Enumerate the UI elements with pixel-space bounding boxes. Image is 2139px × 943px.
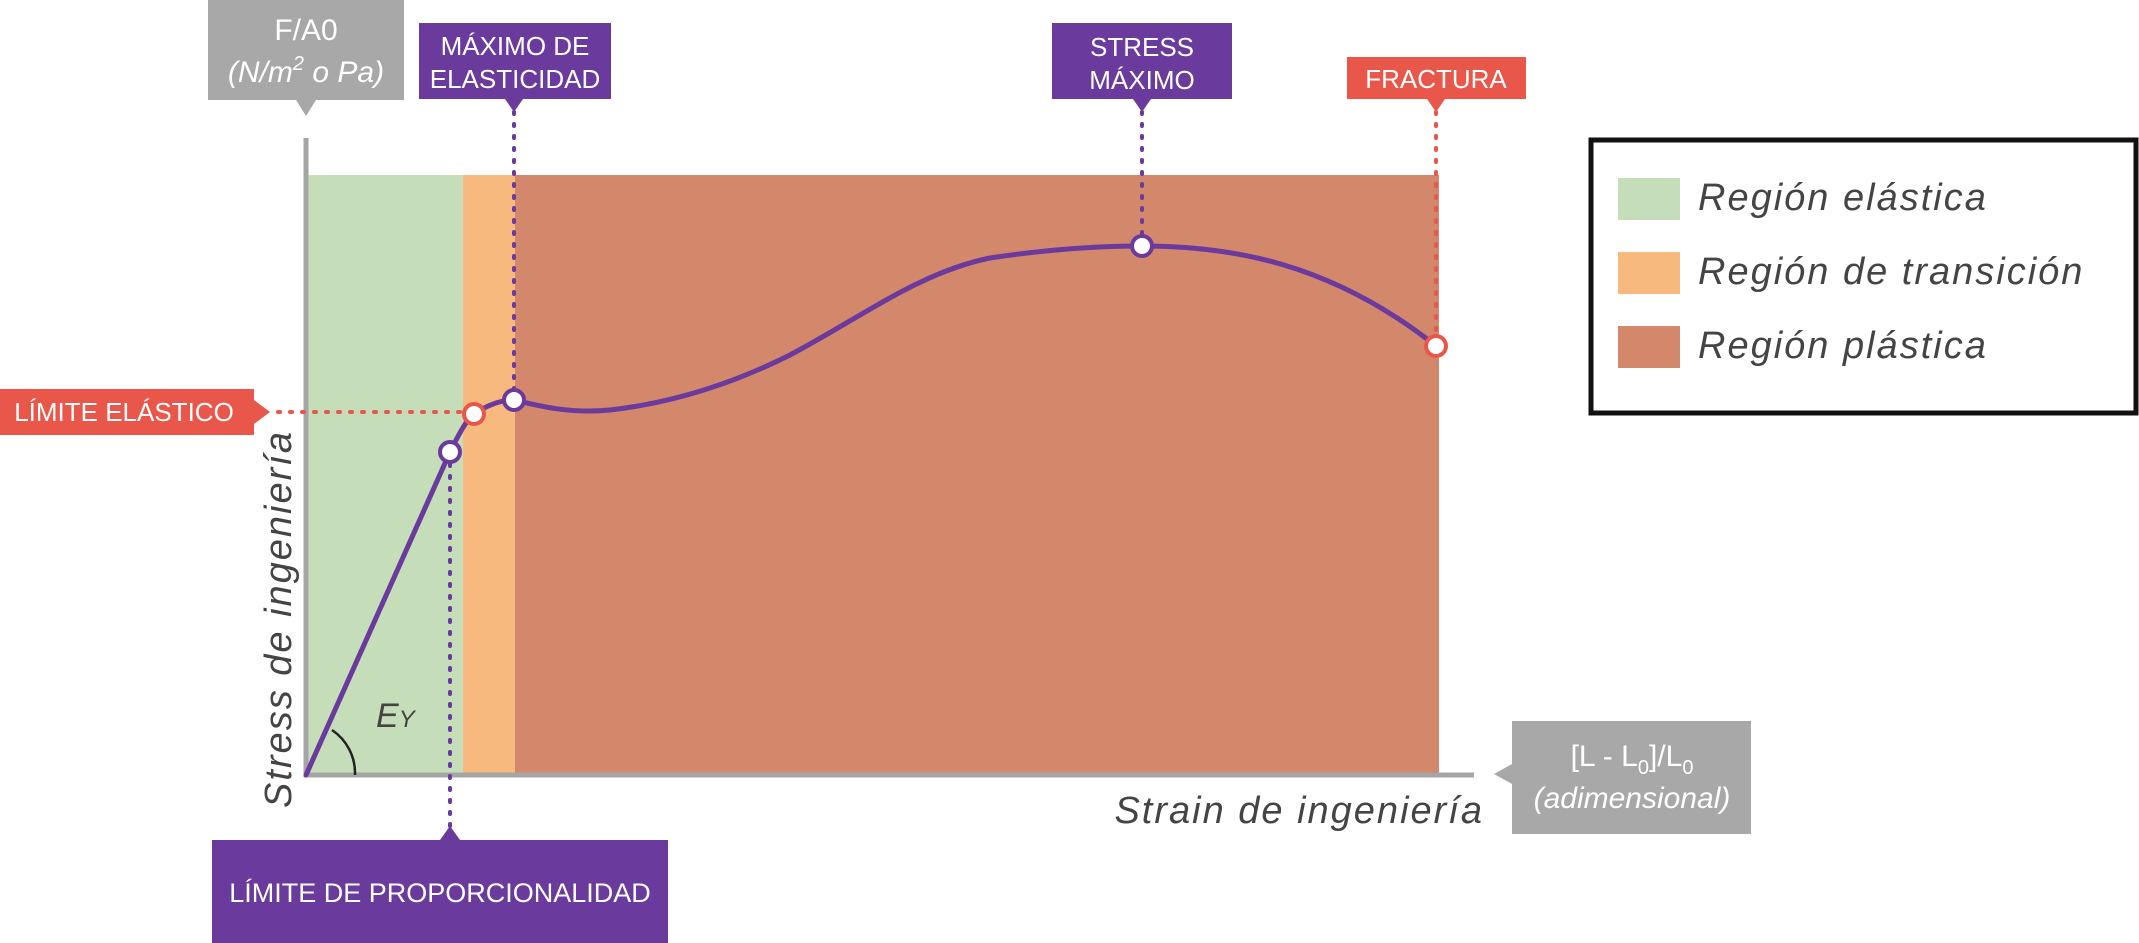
y-unit-line2: (N/m2 o Pa)	[228, 53, 384, 89]
elastic-limit-label: LÍMITE ELÁSTICO	[0, 389, 270, 435]
max-stress-point	[1130, 234, 1154, 258]
x-unit-line2: (adimensional)	[1534, 782, 1731, 815]
max-elasticity-line1: MÁXIMO DE	[441, 31, 590, 61]
legend-swatch-plastic	[1618, 326, 1680, 368]
fracture-point	[1424, 334, 1448, 358]
proportionality-limit-point	[438, 440, 462, 464]
x-axis-title: Strain de ingeniería	[1114, 790, 1484, 832]
legend-swatch-transition	[1618, 252, 1680, 294]
young-modulus-arc	[331, 728, 357, 776]
fracture-text: FRACTURA	[1365, 64, 1507, 94]
y-unit-box: F/A0 (N/m2 o Pa)	[208, 0, 404, 116]
x-unit-box: [L - L0]/L0 (adimensional)	[1494, 721, 1751, 834]
y-unit-line1: F/A0	[274, 14, 337, 47]
legend: Región elástica Región de transición Reg…	[1588, 137, 2139, 416]
legend-swatch-elastic	[1618, 178, 1680, 220]
max-elasticity-line2: ELASTICIDAD	[430, 64, 601, 94]
stress-strain-curve	[303, 243, 1439, 778]
fracture-label: FRACTURA	[1347, 57, 1526, 112]
elastic-limit-text: LÍMITE ELÁSTICO	[14, 397, 234, 427]
elastic-limit-point	[462, 402, 486, 426]
legend-label-plastic: Región plástica	[1698, 325, 1988, 367]
transition-region	[463, 175, 515, 775]
x-unit-line1: [L - L0]/L0	[1571, 740, 1694, 779]
max-elasticity-label: MÁXIMO DE ELASTICIDAD	[419, 23, 611, 112]
legend-label-elastic: Región elástica	[1698, 177, 1988, 219]
elastic-region	[306, 175, 463, 775]
max-elasticity-point	[502, 388, 526, 412]
proportionality-limit-text: LÍMITE DE PROPORCIONALIDAD	[229, 878, 651, 908]
y-axis-title: Stress de ingeniería	[258, 430, 300, 808]
max-stress-label: STRESS MÁXIMO	[1052, 23, 1232, 112]
plastic-region	[515, 175, 1439, 775]
max-stress-line2: MÁXIMO	[1089, 65, 1194, 95]
legend-label-transition: Región de transición	[1698, 251, 2084, 293]
young-modulus-label: EY	[376, 697, 417, 735]
proportionality-limit-label: LÍMITE DE PROPORCIONALIDAD	[212, 826, 668, 943]
max-stress-line1: STRESS	[1090, 32, 1194, 62]
